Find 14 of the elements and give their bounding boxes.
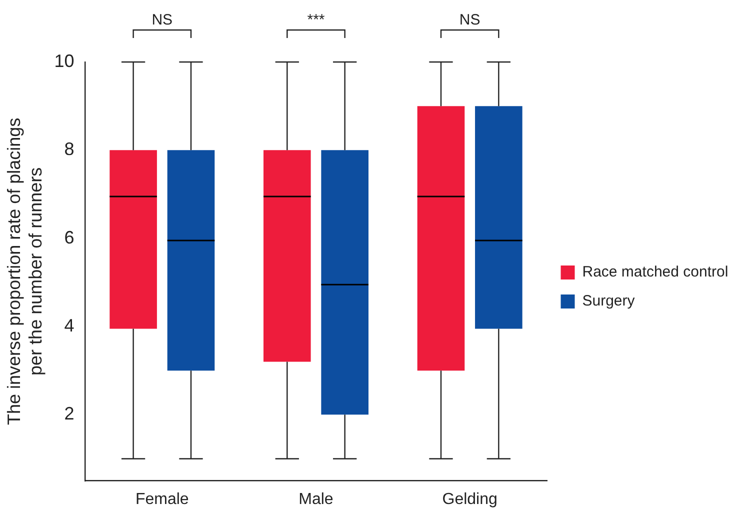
y-axis-title: The inverse proportion rate of placings per the number of runners xyxy=(4,118,46,425)
text: NS xyxy=(152,12,173,29)
text: NS xyxy=(459,12,480,29)
text: *** xyxy=(307,12,325,29)
y-tick-label: 6 xyxy=(64,227,74,248)
legend-label: Surgery xyxy=(582,292,636,310)
x-tick-label: Female xyxy=(135,490,189,508)
y-tick-label: 8 xyxy=(64,139,74,160)
y-tick-label: 2 xyxy=(64,404,74,424)
x-tick-label: Gelding xyxy=(442,490,498,508)
legend-label: Race matched control xyxy=(582,264,728,281)
y-tick-label: 10 xyxy=(54,50,74,71)
x-tick-label: Male xyxy=(298,490,334,508)
y-tick-label: 4 xyxy=(64,315,74,336)
